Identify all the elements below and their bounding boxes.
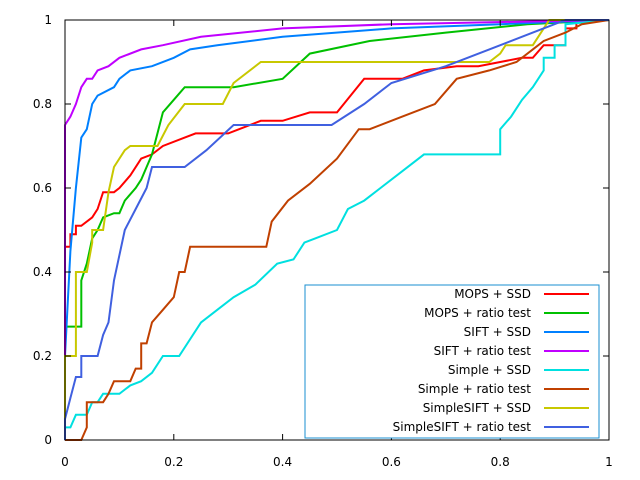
legend-label: MOPS + SSD — [454, 287, 531, 301]
series-line-mops-ssd — [64, 19, 609, 440]
legend-box — [304, 284, 600, 439]
legend-label: SimpleSIFT + SSD — [423, 401, 531, 415]
y-tick-label: 1 — [44, 13, 52, 27]
legend-label: SimpleSIFT + ratio test — [393, 420, 532, 434]
y-tick-label: 0.2 — [33, 349, 52, 363]
series-line-mops-ratio-test — [64, 19, 610, 440]
y-tick-label: 0 — [44, 433, 52, 447]
y-tick-label: 0.6 — [33, 181, 52, 195]
legend: MOPS + SSD MOPS + ratio test SIFT + SSD SIF… — [304, 284, 600, 439]
x-tick-label: 0.8 — [491, 455, 510, 469]
legend-label: Simple + ratio test — [418, 382, 531, 396]
x-tick-label: 0.2 — [164, 455, 183, 469]
x-tick-label: 0 — [61, 455, 69, 469]
series-layer — [64, 19, 610, 441]
legend-label: Simple + SSD — [448, 363, 531, 377]
plot-frame — [64, 19, 610, 441]
ticks-layer: 0 0.2 0.4 0.6 0.8 1 0 0.2 0.4 0.6 0.8 1 — [33, 13, 613, 469]
x-tick-label: 1 — [605, 455, 613, 469]
series-line-simplesift-ratio-test — [64, 19, 609, 440]
series-line-sift-ssd — [64, 19, 610, 440]
y-tick-label: 0.8 — [33, 97, 52, 111]
series-line-simplesift-ssd — [64, 19, 609, 440]
series-line-sift-ratio-test — [64, 19, 610, 440]
x-tick-label: 0.4 — [273, 455, 292, 469]
y-tick-label: 0.4 — [33, 265, 52, 279]
legend-label: MOPS + ratio test — [424, 306, 531, 320]
series-line-simple-ssd — [64, 19, 610, 440]
legend-label: SIFT + SSD — [464, 325, 531, 339]
series-line-simple-ratio-test — [65, 19, 610, 441]
x-tick-label: 0.6 — [382, 455, 401, 469]
legend-label: SIFT + ratio test — [434, 344, 532, 358]
